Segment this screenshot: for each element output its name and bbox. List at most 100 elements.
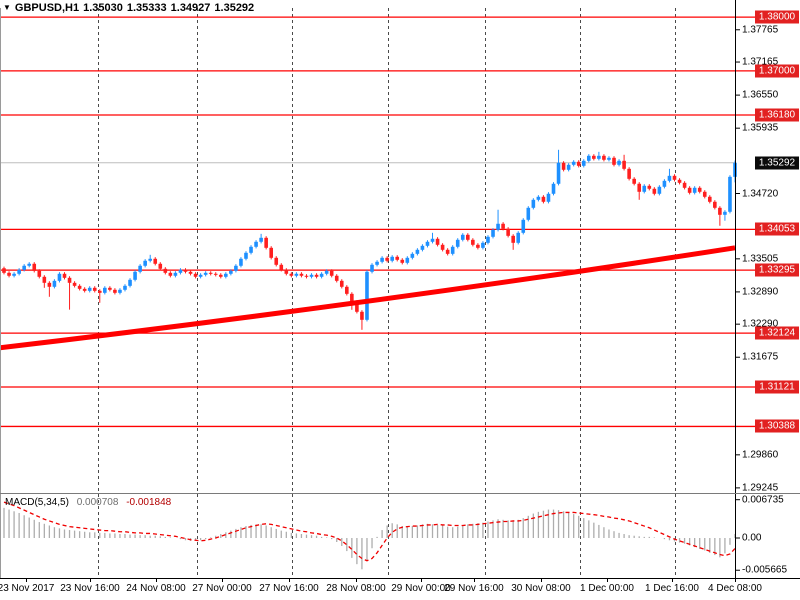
candle-body [420,245,425,250]
time-axis-label[interactable]: 29 Nov 16:00 [444,583,504,594]
candle-body [415,249,420,254]
candle-body [42,276,47,283]
time-axis-label[interactable]: 27 Nov 16:00 [259,583,319,594]
candle-body [279,264,284,270]
title-high: 1.35333 [126,2,167,14]
candle-body [213,273,218,275]
candle-body [400,259,405,263]
candle-body [450,246,455,254]
candle-body [37,270,42,277]
candle-body [496,223,500,230]
candle-body [198,274,203,277]
candle-body [501,223,505,229]
time-axis-label[interactable]: 27 Nov 00:00 [192,583,252,594]
candle-body [526,207,531,220]
time-axis-label[interactable]: 4 Dec 08:00 [708,583,762,594]
candle-body [2,268,6,273]
candle-body [707,196,712,202]
candle-body [556,162,561,184]
price-level-badge: 1.36180 [755,108,799,122]
candle-body [375,261,379,265]
candle-body [365,271,369,320]
candle-body [632,178,636,184]
price-level-badge: 1.31121 [755,380,799,394]
candle-body [7,272,11,276]
candle-body [521,219,526,233]
candle-body [62,273,67,278]
candle-body [546,193,551,202]
candle-body [319,273,324,277]
candle-body [168,272,173,276]
candle-body [617,160,621,165]
candle-body [138,265,142,272]
time-axis-label[interactable]: 1 Dec 00:00 [580,583,634,594]
candle-body [113,289,117,293]
candle-body [360,311,364,320]
candle-body [571,161,576,165]
candle-body [299,273,304,276]
candle-body [647,185,652,189]
symbol-dropdown-icon[interactable]: ▼ [3,3,11,12]
candle-body [249,246,253,253]
candle-body [329,270,334,276]
price-tick-label: 1.31675 [742,351,779,363]
candle-body [274,257,279,265]
candle-body [350,293,354,302]
trend-line[interactable] [0,245,736,351]
candle-body [67,277,72,283]
candle-body [380,257,384,262]
candle-body [208,272,213,274]
candle-body [324,270,329,274]
price-tick-label: 1.29860 [742,449,779,461]
price-level-badge: 1.32124 [755,326,799,340]
candle-body [491,229,495,237]
candle-body [471,239,475,245]
candle-body [123,285,127,290]
candle-body [148,258,152,261]
candle-body [652,188,657,194]
time-axis-label[interactable]: 29 Nov 00:00 [391,583,451,594]
time-axis-label[interactable]: 24 Nov 08:00 [126,583,186,594]
candle-body [597,155,601,159]
candle-body [304,275,309,277]
price-level-badge: 1.38000 [755,10,799,24]
candle-body [607,157,611,160]
time-axis-label[interactable]: 28 Nov 08:00 [326,583,386,594]
candle-body [47,282,52,287]
candle-body [158,263,163,269]
candle-body [385,257,389,261]
candle-body [713,201,717,208]
candle-body [188,271,193,274]
candle-body [486,236,490,243]
candle-body [627,168,631,179]
candle-body [334,275,339,281]
candle-body [143,260,147,266]
macd-indicator-label: MACD(5,34,5) 0.000708 -0.001848 [5,497,171,508]
candle-body [234,265,238,271]
title-close: 1.35292 [214,2,255,14]
price-tick-label: 1.34720 [742,188,779,199]
candle-body [27,263,32,266]
candle-body [133,271,137,280]
price-tick-label: 1.32290 [742,318,779,330]
time-axis-label[interactable]: 1 Dec 16:00 [645,583,699,594]
price-tick-label: 1.37765 [742,24,779,36]
time-axis-label[interactable]: 23 Nov 16:00 [60,583,120,594]
candle-body [445,249,450,254]
candle-body [239,258,243,266]
candle-body [511,235,515,243]
candle-body [390,256,394,261]
candle-body [637,183,642,192]
time-axis-label[interactable]: 30 Nov 08:00 [511,583,571,594]
candle-body [103,287,107,293]
candle-body [440,244,445,250]
candle-body [476,244,480,248]
candle-body [108,287,112,290]
candle-body [314,274,319,277]
candle-body [410,253,415,258]
candle-body [339,280,344,287]
time-axis-label[interactable]: 23 Nov 2017 [0,583,55,594]
macd-tick-label: 0.00 [742,532,762,544]
